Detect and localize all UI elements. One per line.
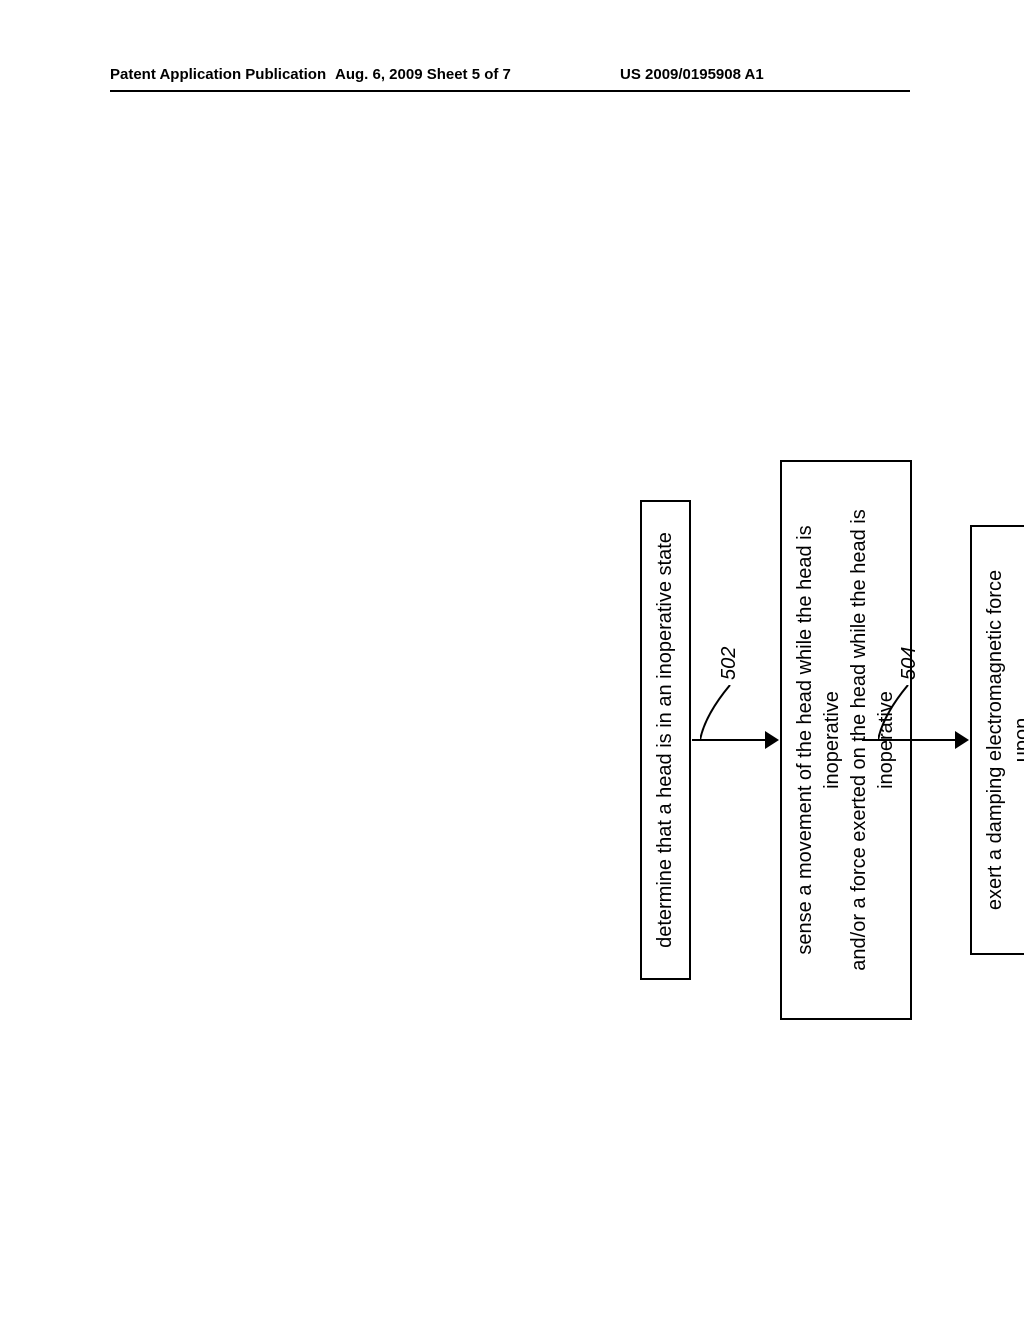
arrow-1-2-head: [765, 731, 779, 749]
flow-step-1-text: determine that a head is in an inoperati…: [654, 532, 676, 948]
flow-step-1: determine that a head is in an inoperati…: [640, 500, 691, 980]
arrow-2-3-head: [955, 731, 969, 749]
leader-504: [878, 685, 913, 740]
header-rule: [110, 90, 910, 92]
flow-step-3-line1: exert a damping electromagnetic force up…: [984, 570, 1024, 910]
patent-page: Patent Application Publication Aug. 6, 2…: [0, 0, 1024, 1320]
header-pub-number: US 2009/0195908 A1: [620, 66, 764, 83]
flow-step-3: exert a damping electromagnetic force up…: [970, 525, 1024, 955]
ref-504: 504: [898, 647, 921, 680]
header-date-sheet: Aug. 6, 2009 Sheet 5 of 7: [335, 66, 511, 83]
leader-502: [700, 685, 735, 740]
header-publication: Patent Application Publication: [110, 66, 326, 83]
flow-step-2-line1: sense a movement of the head while the h…: [794, 525, 843, 954]
ref-502: 502: [718, 647, 741, 680]
